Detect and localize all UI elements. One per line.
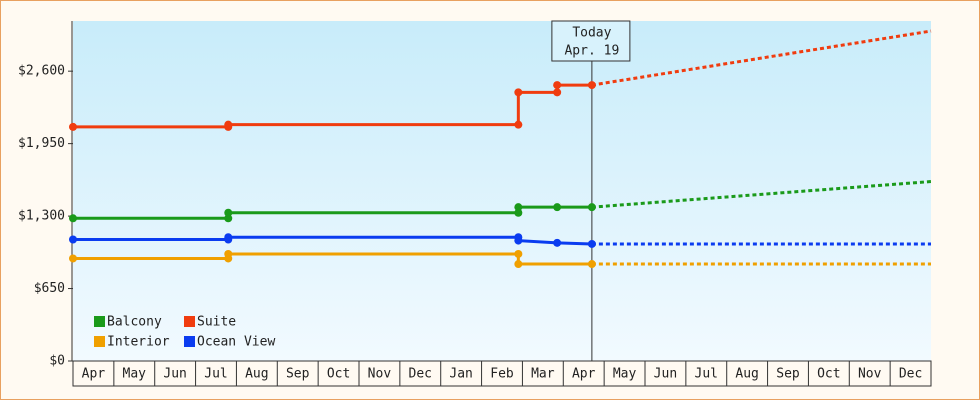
data-point: [553, 88, 562, 97]
data-point: [587, 260, 596, 269]
data-point: [514, 88, 523, 97]
series-line: [73, 252, 592, 266]
y-tick-label: $1,300: [18, 209, 65, 224]
x-tick-label: May: [123, 367, 147, 382]
data-point: [553, 203, 562, 212]
data-point: [514, 260, 523, 269]
x-tick-label: Apr: [572, 367, 596, 382]
x-tick-label: Oct: [327, 367, 350, 382]
data-point: [224, 214, 233, 223]
x-tick-label: Jan: [449, 367, 472, 382]
legend-label: Interior: [107, 335, 170, 350]
x-tick-label: Jun: [163, 367, 186, 382]
legend-label: Suite: [197, 315, 236, 330]
data-point: [514, 208, 523, 217]
data-point: [224, 208, 233, 217]
x-tick-label: Oct: [817, 367, 840, 382]
data-point: [587, 81, 596, 90]
legend-swatch: [184, 316, 195, 327]
data-point: [514, 120, 523, 129]
data-point: [587, 239, 596, 248]
x-tick-label: Apr: [82, 367, 106, 382]
x-tick-label: Nov: [368, 367, 392, 382]
data-point: [514, 249, 523, 258]
today-label: Apr. 19: [564, 44, 619, 59]
legend-swatch: [94, 316, 105, 327]
data-point: [553, 81, 562, 90]
x-tick-label: Jun: [654, 367, 677, 382]
x-tick-label: Aug: [245, 367, 268, 382]
forecast-line: [591, 180, 932, 209]
legend-label: Ocean View: [197, 335, 275, 350]
today-label: Today: [572, 26, 611, 41]
data-point: [69, 254, 77, 263]
data-point: [69, 235, 77, 244]
x-tick-label: Dec: [899, 367, 922, 382]
data-point: [224, 249, 233, 258]
x-tick-label: Sep: [286, 367, 310, 382]
today-box: [551, 20, 631, 62]
x-tick-label: Aug: [735, 367, 758, 382]
x-tick-label: May: [613, 367, 637, 382]
x-tick-label: Feb: [490, 367, 514, 382]
y-tick-label: $650: [34, 281, 65, 296]
data-point: [514, 203, 523, 212]
y-tick-label: $2,600: [18, 64, 65, 79]
data-point: [514, 236, 523, 245]
x-tick-label: Sep: [776, 367, 800, 382]
x-tick-label: Mar: [531, 367, 555, 382]
data-point: [69, 122, 77, 131]
data-point: [69, 214, 77, 223]
forecast-line: [591, 29, 932, 87]
x-tick-label: Dec: [409, 367, 432, 382]
x-tick-label: Nov: [858, 367, 882, 382]
data-point: [553, 238, 562, 247]
y-tick-label: $1,950: [18, 136, 65, 151]
data-point: [224, 233, 233, 242]
data-point: [224, 120, 233, 129]
legend-swatch: [94, 336, 105, 347]
x-tick-label: Jul: [695, 367, 718, 382]
data-point: [587, 203, 596, 212]
x-tick-label: Jul: [204, 367, 227, 382]
y-tick-label: $0: [49, 354, 65, 369]
legend-swatch: [184, 336, 195, 347]
x-axis-band: [72, 360, 932, 387]
legend-label: Balcony: [107, 315, 162, 330]
